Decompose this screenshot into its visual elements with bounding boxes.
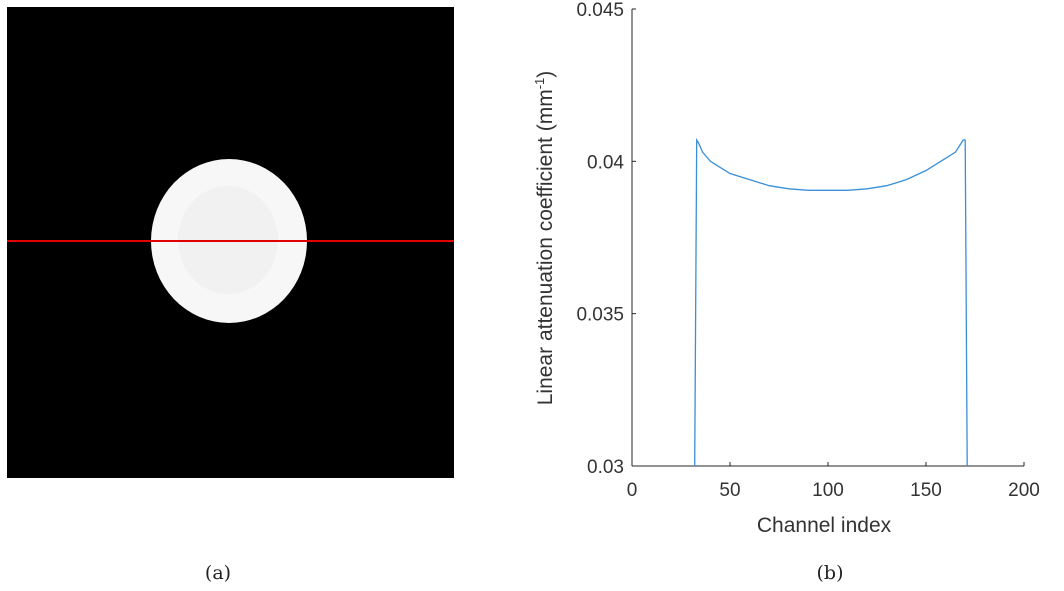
x-tick-label: 0 <box>627 480 638 501</box>
x-tick-label: 100 <box>812 480 844 501</box>
x-tick-label: 200 <box>1008 480 1040 501</box>
x-axis-label: Channel index <box>757 514 892 537</box>
y-tick-label: 0.045 <box>576 0 624 21</box>
phantom-image <box>7 7 454 478</box>
y-tick-label: 0.03 <box>587 457 624 478</box>
series-line <box>694 137 968 467</box>
caption-b: (b) <box>816 562 844 584</box>
caption-a: (a) <box>204 562 232 584</box>
y-axis-label: Linear attenuation coefficient (mm-1) <box>532 71 557 406</box>
y-axis-label-superscript: -1 <box>532 78 547 90</box>
y-tick-label: 0.04 <box>587 152 624 173</box>
y-axis-label-close: ) <box>534 71 557 78</box>
x-tick-label: 150 <box>910 480 942 501</box>
x-tick-label: 50 <box>719 480 740 501</box>
chart-ticks: 0 50 100 150 200 0.03 0.035 0.04 0.045 <box>576 0 1039 501</box>
chart-series <box>694 137 968 467</box>
profile-line <box>7 240 454 242</box>
y-axis-label-text: Linear attenuation coefficient (mm <box>534 89 557 405</box>
y-tick-label: 0.035 <box>576 305 624 326</box>
